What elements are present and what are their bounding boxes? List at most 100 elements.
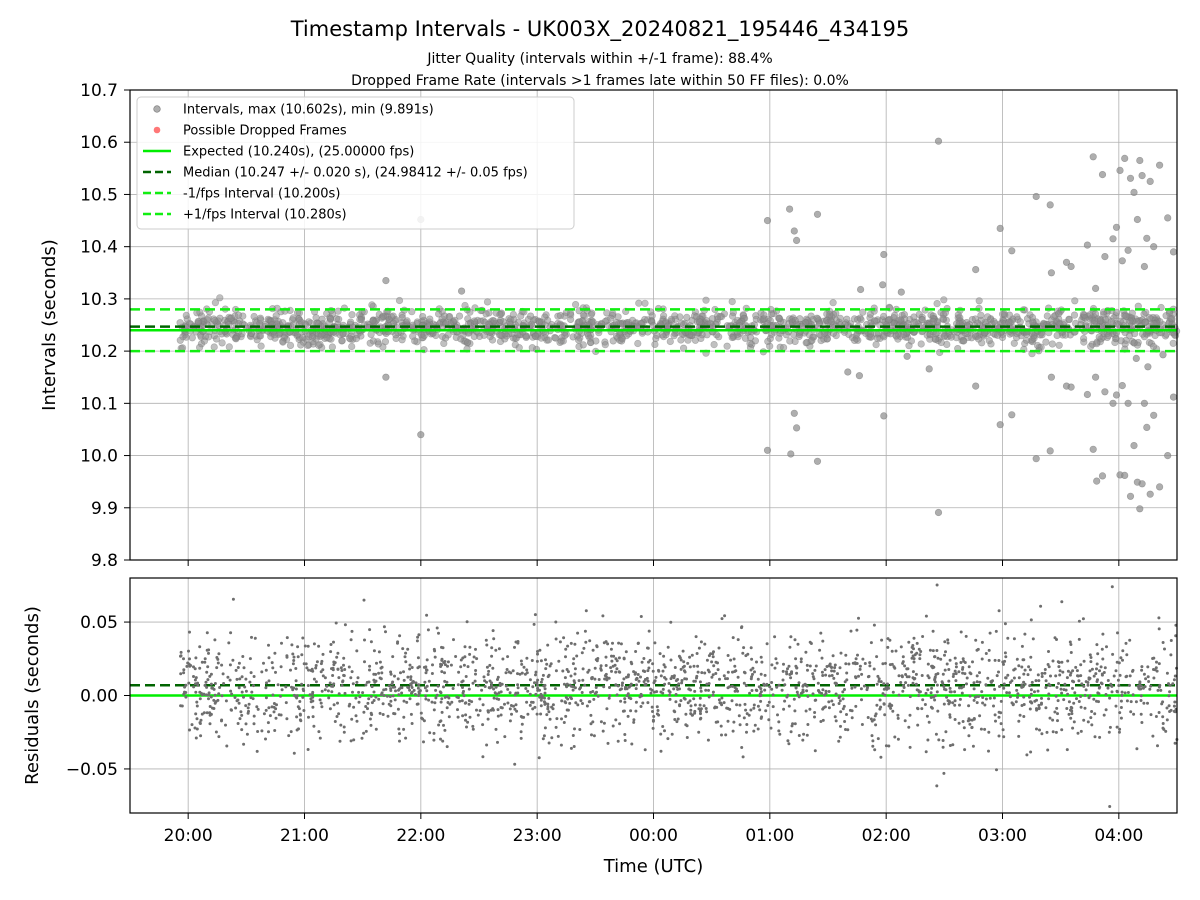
interval-point — [658, 331, 666, 339]
intervals-y-tick-label: 10.6 — [80, 133, 118, 153]
residual-point — [1062, 688, 1066, 692]
residual-point — [688, 665, 692, 669]
interval-point — [392, 331, 400, 339]
residual-point — [294, 679, 298, 683]
residual-point — [884, 744, 888, 748]
interval-point — [551, 334, 560, 342]
residual-point — [1047, 697, 1051, 701]
residual-point — [602, 641, 606, 645]
residual-point — [562, 721, 566, 724]
residual-point — [776, 713, 779, 717]
interval-point — [746, 339, 754, 348]
residual-point — [975, 674, 979, 678]
residual-point — [796, 642, 800, 646]
interval-point — [826, 311, 834, 319]
residual-point — [872, 667, 876, 671]
residual-point — [948, 686, 952, 690]
residual-point — [583, 683, 587, 687]
interval-point-outlier — [785, 205, 794, 213]
residual-point — [234, 668, 238, 672]
interval-point — [775, 334, 783, 342]
residual-point — [573, 727, 576, 731]
interval-point — [929, 317, 937, 326]
residual-point — [270, 661, 274, 665]
residual-point — [923, 703, 927, 706]
residual-point — [837, 696, 841, 700]
interval-point — [601, 341, 609, 349]
interval-point — [853, 316, 862, 324]
residual-point — [1029, 688, 1033, 692]
residual-point — [435, 693, 439, 697]
residual-point — [801, 738, 805, 742]
residual-point — [945, 695, 949, 699]
residual-point — [781, 669, 785, 673]
residual-point — [927, 720, 931, 724]
interval-point — [470, 317, 479, 325]
interval-point — [651, 340, 659, 349]
residual-point — [402, 699, 406, 703]
residual-point — [559, 743, 563, 747]
residual-point — [914, 672, 918, 676]
residual-point — [719, 724, 723, 728]
residual-point — [464, 718, 467, 722]
residual-point — [238, 677, 242, 681]
interval-point-outlier — [925, 365, 933, 373]
residual-point — [573, 672, 577, 676]
interval-point — [309, 333, 317, 341]
residual-point — [787, 704, 791, 708]
residual-point — [611, 724, 615, 728]
residual-point — [305, 666, 309, 670]
residual-point — [841, 697, 845, 701]
residual-point — [1125, 674, 1129, 678]
interval-point — [482, 310, 490, 318]
residual-point — [997, 710, 1001, 714]
residual-point — [448, 702, 452, 706]
residual-point — [767, 718, 771, 722]
intervals-y-tick-label: 10.3 — [80, 290, 118, 310]
residual-point — [634, 700, 638, 704]
residual-point — [1114, 704, 1118, 708]
residual-point — [911, 670, 915, 674]
interval-point — [446, 313, 454, 321]
chart-title: Timestamp Intervals - UK003X_20240821_19… — [290, 17, 910, 42]
residual-point — [936, 656, 940, 660]
interval-point — [496, 316, 505, 324]
residual-point — [229, 631, 233, 635]
residual-point — [668, 693, 671, 697]
residual-point — [672, 709, 676, 713]
residual-point — [659, 674, 663, 678]
interval-point — [1042, 338, 1050, 346]
residual-point — [993, 713, 997, 717]
residual-point — [1172, 678, 1176, 682]
residual-point — [1037, 703, 1041, 707]
residual-point — [202, 711, 206, 715]
residual-point — [538, 695, 542, 699]
residual-point — [735, 703, 739, 707]
residual-point — [556, 734, 560, 738]
residual-point — [1079, 729, 1083, 733]
interval-point — [1126, 317, 1134, 325]
residual-point — [651, 669, 655, 673]
residual-point — [865, 688, 869, 692]
residual-point — [690, 653, 694, 657]
x-tick-label: 01:00 — [745, 826, 794, 846]
residual-point — [443, 663, 447, 667]
residual-point — [544, 658, 547, 662]
residual-point — [1057, 682, 1060, 685]
residual-point — [1087, 696, 1091, 700]
residual-point — [528, 692, 532, 696]
residual-point — [1008, 695, 1012, 699]
residual-point — [308, 693, 312, 697]
residual-point — [662, 663, 666, 667]
interval-point — [257, 342, 265, 350]
interval-point — [683, 313, 691, 322]
residual-point — [532, 622, 536, 626]
residual-point — [880, 638, 884, 642]
residual-point — [221, 672, 225, 676]
residual-point — [581, 702, 584, 705]
interval-point — [1114, 320, 1122, 329]
residual-point — [1004, 676, 1008, 680]
residual-point — [787, 664, 791, 668]
residual-point — [824, 692, 828, 695]
residual-point — [610, 659, 614, 663]
